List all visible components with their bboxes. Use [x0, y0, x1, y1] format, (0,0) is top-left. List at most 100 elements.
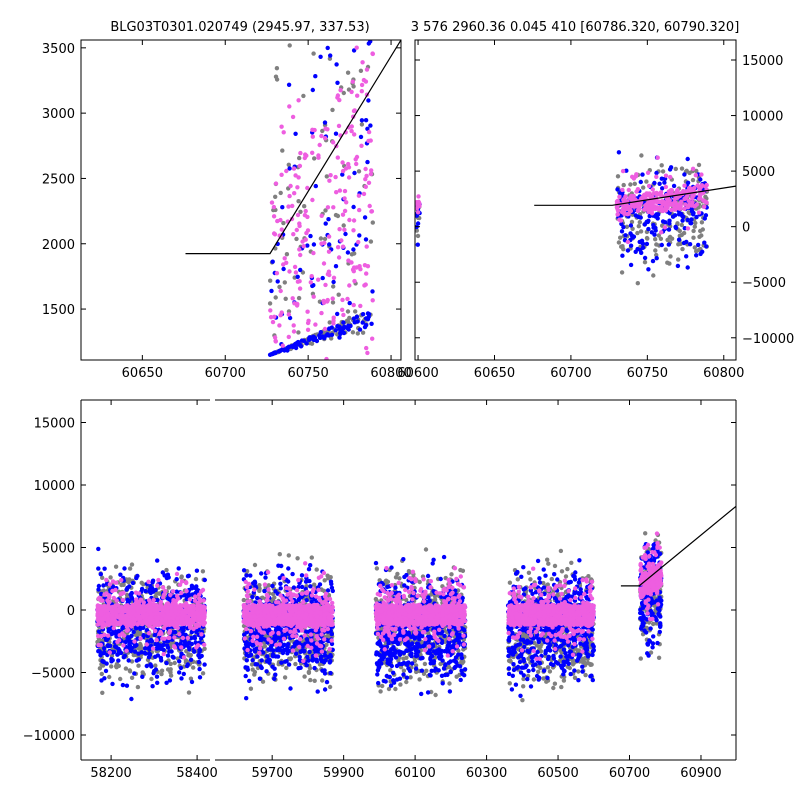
pink-point [120, 614, 124, 618]
pink-point [360, 89, 364, 93]
top-left-ytick-label: 2500 [42, 172, 75, 187]
blue-point [636, 215, 640, 219]
blue-point [155, 558, 159, 562]
top-right-xtick-label: 60750 [627, 366, 668, 381]
blue-point [154, 667, 158, 671]
grey-point [693, 221, 697, 225]
blue-point [190, 642, 194, 646]
pink-point [306, 321, 310, 325]
blue-point [190, 680, 194, 684]
grey-point [275, 66, 279, 70]
blue-point [319, 330, 323, 334]
pink-point [703, 184, 707, 188]
blue-point [269, 289, 273, 293]
grey-point [622, 183, 626, 187]
pink-point [368, 204, 372, 208]
top-right-xtick-label: 60650 [474, 366, 515, 381]
blue-point [255, 662, 259, 666]
blue-point [343, 232, 347, 236]
grey-point [164, 568, 168, 572]
pink-point [288, 184, 292, 188]
blue-point [308, 234, 312, 238]
pink-point [186, 636, 190, 640]
blue-point [314, 184, 318, 188]
grey-point [350, 252, 354, 256]
grey-point [167, 585, 171, 589]
blue-point [142, 633, 146, 637]
pink-point [191, 604, 195, 608]
grey-point [356, 331, 360, 335]
blue-point [363, 325, 367, 329]
pink-point [357, 208, 361, 212]
pink-point [107, 595, 111, 599]
blue-point [641, 246, 645, 250]
grey-point [660, 163, 664, 167]
blue-point [358, 327, 362, 331]
grey-point [691, 178, 695, 182]
pink-point [202, 643, 206, 647]
pink-point [96, 622, 100, 626]
blue-point [173, 630, 177, 634]
pink-point [97, 596, 101, 600]
pink-point [331, 205, 335, 209]
grey-point [130, 562, 134, 566]
blue-point [346, 250, 350, 254]
grey-point [670, 237, 674, 241]
pink-point [310, 274, 314, 278]
grey-point [645, 236, 649, 240]
blue-point [259, 571, 263, 575]
blue-point [323, 120, 327, 124]
pink-point [312, 295, 316, 299]
grey-point [651, 273, 655, 277]
pink-point [287, 269, 291, 273]
blue-point [169, 649, 173, 653]
pink-point [697, 196, 701, 200]
grey-point [285, 252, 289, 256]
pink-point [344, 200, 348, 204]
blue-point [115, 653, 119, 657]
pink-point [347, 175, 351, 179]
grey-point [273, 195, 277, 199]
blue-point [269, 645, 273, 649]
pink-point [338, 188, 342, 192]
grey-point [168, 669, 172, 673]
grey-point [191, 665, 195, 669]
blue-point [686, 157, 690, 161]
pink-point [154, 607, 158, 611]
blue-point [311, 335, 315, 339]
blue-point [102, 650, 106, 654]
blue-point [323, 687, 327, 691]
pink-point [338, 88, 342, 92]
pink-point [675, 206, 679, 210]
pink-point [197, 617, 201, 621]
blue-point [704, 213, 708, 217]
pink-point [175, 617, 179, 621]
blue-point [145, 664, 149, 668]
pink-point [360, 60, 364, 64]
blue-point [694, 215, 698, 219]
blue-point [139, 626, 143, 630]
pink-point [686, 226, 690, 230]
grey-point [628, 182, 632, 186]
pink-point [201, 610, 205, 614]
pink-point [282, 130, 286, 134]
blue-point [198, 675, 202, 679]
blue-point [156, 653, 160, 657]
pink-point [345, 297, 349, 301]
grey-point [342, 223, 346, 227]
blue-point [365, 160, 369, 164]
pink-point [184, 589, 188, 593]
grey-point [153, 594, 157, 598]
blue-point [283, 660, 287, 664]
blue-point [621, 225, 625, 229]
grey-point [353, 309, 357, 313]
pink-point [634, 174, 638, 178]
pink-point [337, 227, 341, 231]
grey-point [257, 589, 261, 593]
top-right-ytick-label: −5000 [742, 276, 786, 291]
grey-point [157, 592, 161, 596]
pink-point [171, 589, 175, 593]
grey-point [296, 199, 300, 203]
pink-point [322, 261, 326, 265]
pink-point [371, 298, 375, 302]
